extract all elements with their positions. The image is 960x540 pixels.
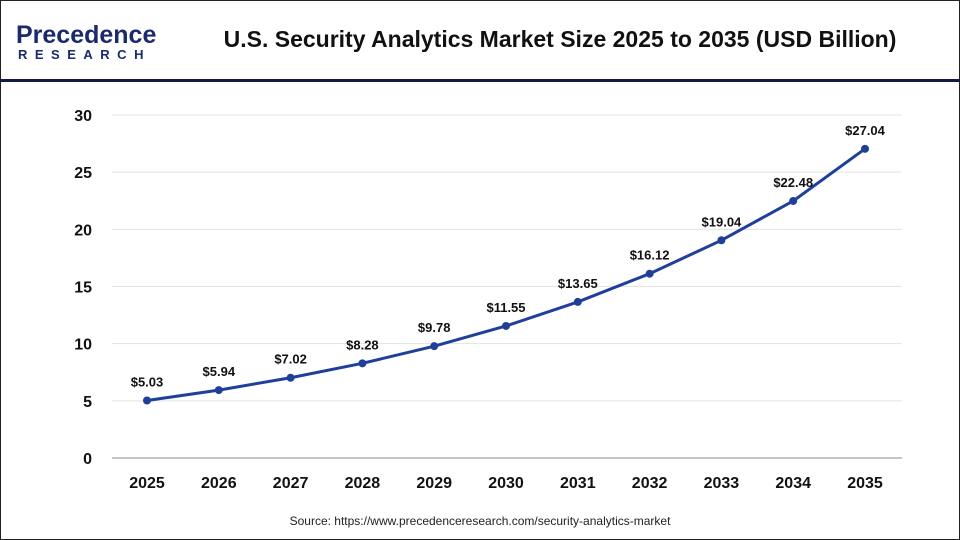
data-label: $9.78 bbox=[418, 320, 451, 335]
series-line bbox=[146, 147, 866, 402]
data-label: $8.28 bbox=[346, 337, 379, 352]
precedence-research-logo: Precedence RESEARCH bbox=[16, 22, 166, 62]
x-tick-label: 2035 bbox=[847, 475, 883, 492]
x-tick-label: 2033 bbox=[704, 475, 740, 492]
logo-line1: Precedence bbox=[16, 21, 157, 49]
logo-line2: RESEARCH bbox=[18, 47, 151, 62]
data-point bbox=[430, 342, 439, 351]
data-label: $13.65 bbox=[558, 276, 598, 291]
data-label: $11.55 bbox=[486, 300, 525, 315]
x-tick-label: 2031 bbox=[560, 475, 596, 492]
x-tick-label: 2026 bbox=[201, 475, 237, 492]
y-tick-label: 15 bbox=[74, 280, 92, 297]
y-tick-label: 20 bbox=[74, 222, 92, 239]
data-point bbox=[286, 373, 295, 382]
data-point bbox=[143, 396, 151, 405]
data-label: $19.04 bbox=[702, 214, 743, 229]
data-label: $7.02 bbox=[274, 352, 307, 367]
data-point bbox=[214, 386, 223, 395]
x-tick-label: 2034 bbox=[775, 475, 811, 492]
chart-title: U.S. Security Analytics Market Size 2025… bbox=[223, 26, 897, 52]
data-point bbox=[573, 297, 582, 306]
data-point bbox=[645, 269, 654, 278]
data-point bbox=[358, 359, 367, 368]
data-point bbox=[717, 236, 726, 245]
x-tick-label: 2030 bbox=[488, 475, 524, 492]
y-tick-label: 25 bbox=[74, 165, 92, 182]
data-point bbox=[502, 321, 510, 330]
source-text: Source: https://www.precedenceresearch.c… bbox=[289, 514, 671, 528]
x-tick-label: 2027 bbox=[273, 475, 309, 492]
y-tick-label: 5 bbox=[83, 394, 92, 411]
data-label: $22.48 bbox=[773, 175, 813, 190]
x-tick-label: 2032 bbox=[632, 475, 668, 492]
data-point bbox=[789, 196, 798, 205]
data-point bbox=[861, 144, 869, 153]
data-label: $5.94 bbox=[203, 364, 236, 379]
y-tick-label: 10 bbox=[74, 337, 92, 354]
header-divider bbox=[0, 79, 960, 82]
data-label: $16.12 bbox=[630, 248, 670, 263]
x-tick-label: 2025 bbox=[129, 475, 165, 492]
data-label: $5.03 bbox=[131, 374, 164, 389]
data-label: $27.04 bbox=[845, 123, 886, 138]
y-tick-label: 0 bbox=[83, 451, 92, 468]
x-tick-label: 2029 bbox=[416, 475, 452, 492]
x-tick-label: 2028 bbox=[345, 475, 381, 492]
y-tick-label: 30 bbox=[74, 108, 92, 125]
